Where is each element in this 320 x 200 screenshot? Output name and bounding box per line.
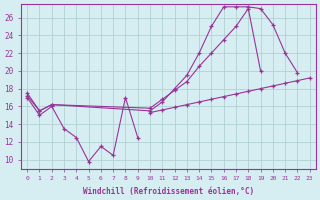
- X-axis label: Windchill (Refroidissement éolien,°C): Windchill (Refroidissement éolien,°C): [83, 187, 254, 196]
